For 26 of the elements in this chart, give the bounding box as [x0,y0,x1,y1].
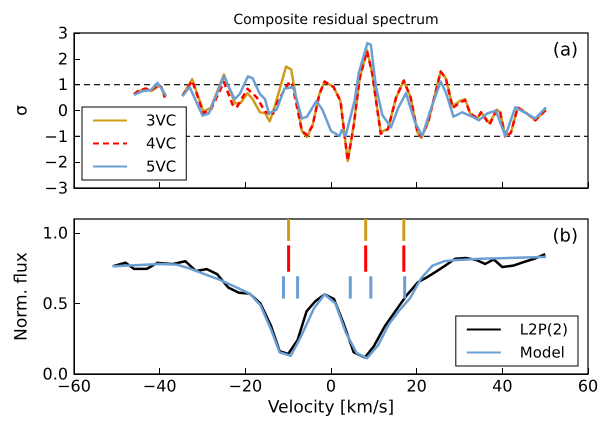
chart-title: Composite residual spectrum [233,12,439,28]
x-tick-label: 40 [492,376,513,396]
y-tick-label: −3 [44,178,68,198]
y-axis-title: Norm. flux [12,252,32,341]
y-tick-label: 1 [58,75,68,94]
x-tick-label: 0 [326,376,336,396]
x-tick-label: 60 [578,376,598,396]
y-axis-title: σ [12,104,32,116]
y-tick-label: 2 [58,49,68,68]
y-tick-label: 1.0 [42,224,68,243]
x-tick-label: −40 [142,376,177,396]
x-axis-title: Velocity [km/s] [268,397,394,418]
legend-label: L2P(2) [520,320,568,338]
y-tick-label: 0.5 [42,294,68,314]
y-tick-label: 3 [58,24,68,42]
x-tick-label: 20 [406,376,427,396]
x-tick-label: −20 [228,376,262,396]
y-tick-label: −2 [44,152,68,172]
legend-label: 5VC [146,158,176,176]
annotation: (a) [552,40,578,60]
annotation: (b) [552,226,578,246]
y-tick-label: 0 [58,101,68,120]
legend-label: 4VC [146,134,176,152]
legend-label: Model [520,344,565,362]
y-tick-label: −1 [44,126,68,146]
legend-label: 3VC [146,112,176,130]
